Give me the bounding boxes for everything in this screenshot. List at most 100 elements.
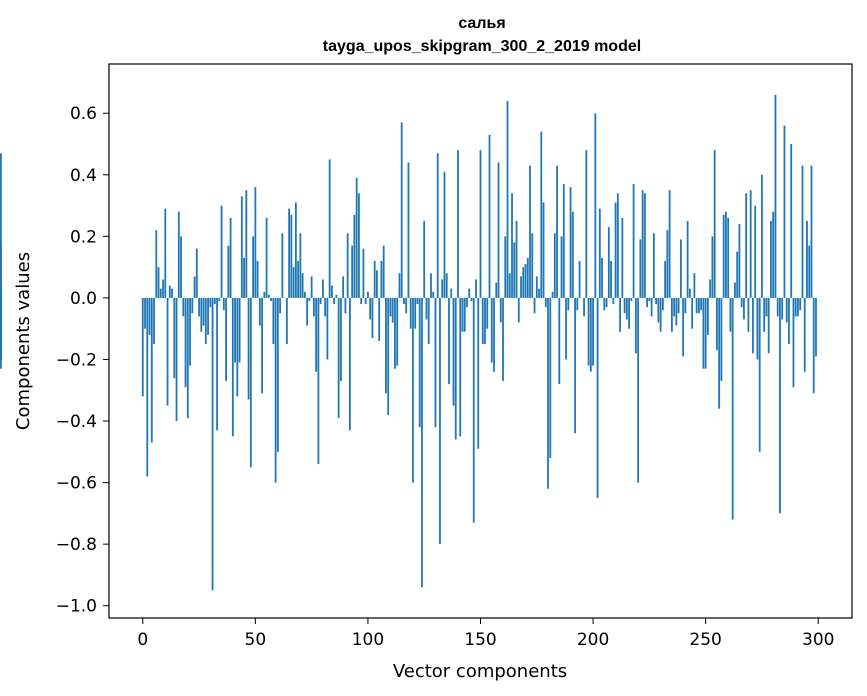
bar-181 — [549, 297, 552, 458]
bar-184 — [556, 165, 558, 298]
bar-276 — [763, 297, 766, 332]
bar-225 — [648, 297, 651, 301]
bar-239 — [679, 239, 682, 298]
bar-272 — [754, 205, 757, 298]
bar-132 — [439, 297, 441, 545]
bar-146 — [470, 297, 473, 301]
bar-180 — [547, 297, 549, 489]
bar-224 — [646, 297, 649, 308]
x-tick-label: 250 — [689, 630, 721, 650]
bar-242 — [686, 220, 689, 298]
bar-38 — [227, 245, 230, 298]
bar-186 — [560, 236, 563, 298]
bar-259 — [725, 211, 727, 298]
bar-120 — [412, 297, 414, 483]
bar-109 — [387, 297, 390, 415]
bar-274 — [758, 297, 761, 452]
bar-251 — [707, 297, 709, 335]
bar-208 — [610, 260, 612, 298]
bar-268 — [745, 193, 748, 298]
bar-154 — [488, 134, 491, 298]
bar-67 — [292, 267, 295, 298]
bar-189 — [567, 297, 570, 311]
bar-52 — [258, 297, 261, 326]
bar-98 — [362, 248, 365, 298]
bar-243 — [688, 288, 691, 298]
bar-39 — [229, 217, 232, 298]
bar-155 — [490, 297, 493, 363]
bar-160 — [502, 297, 504, 382]
bar-269 — [747, 297, 750, 332]
bar-102 — [371, 297, 374, 338]
bar-172 — [529, 165, 531, 298]
bar-275 — [761, 174, 763, 298]
bar-271 — [752, 297, 754, 354]
bar-37 — [225, 297, 227, 382]
bar-176 — [538, 288, 540, 298]
bar-197 — [585, 150, 588, 298]
bar-135 — [445, 273, 448, 298]
bar-232 — [664, 260, 667, 298]
bar-202 — [596, 297, 599, 498]
bar-194 — [578, 260, 581, 298]
bar-41 — [234, 297, 236, 363]
bar-138 — [452, 297, 455, 406]
bar-198 — [587, 297, 590, 366]
bar-117 — [405, 297, 408, 314]
bar-169 — [522, 267, 525, 298]
bar-201 — [594, 113, 597, 298]
bar-126 — [425, 297, 428, 320]
bar-191 — [571, 211, 574, 298]
bar-48 — [249, 297, 252, 468]
bar-157 — [495, 282, 498, 298]
y-tick-label: −0.2 — [56, 350, 97, 370]
bar-215 — [625, 297, 628, 320]
bar-71 — [301, 273, 304, 298]
x-tick-label: 50 — [245, 630, 267, 650]
bar-212 — [619, 297, 621, 332]
bar-62 — [281, 233, 284, 298]
bar-20 — [186, 297, 189, 418]
bar-84 — [331, 285, 333, 298]
bar-121 — [414, 297, 417, 329]
bar-144 — [466, 297, 468, 308]
bar-85 — [333, 297, 336, 305]
bar-187 — [562, 184, 565, 298]
bar-36 — [222, 297, 225, 311]
bar-54 — [263, 291, 266, 298]
bar-293 — [801, 165, 804, 298]
bar-210 — [614, 202, 617, 298]
bar-76 — [312, 297, 315, 317]
bar-260 — [727, 217, 730, 298]
bar-55 — [265, 217, 268, 298]
bar-40 — [231, 297, 234, 437]
y-tick-label: −0.6 — [56, 474, 97, 494]
bar-265 — [738, 224, 741, 298]
x-tick-label: 0 — [137, 630, 148, 650]
bar-series — [0, 94, 817, 591]
bar-133 — [441, 279, 444, 298]
bar-292 — [799, 297, 802, 311]
bar-106 — [380, 260, 383, 298]
chart-title: салья — [458, 15, 505, 32]
bar-131 — [436, 153, 439, 298]
bar-29 — [207, 297, 209, 335]
plot-frame — [108, 63, 853, 619]
bar-266 — [740, 297, 743, 308]
bar-240 — [682, 297, 685, 357]
bar-192 — [574, 297, 576, 434]
bar-16 — [177, 211, 180, 298]
bar-287 — [788, 297, 790, 345]
bar-28 — [204, 297, 207, 345]
bar-230 — [659, 297, 662, 332]
bar-122 — [416, 297, 419, 305]
bar-125 — [423, 220, 426, 298]
bar-206 — [605, 297, 608, 308]
bar-108 — [385, 297, 387, 394]
bar-69 — [297, 260, 300, 298]
x-tick-label: 100 — [352, 630, 384, 650]
bar-162 — [506, 100, 509, 298]
bar-51 — [256, 260, 259, 298]
bar-26 — [200, 297, 203, 332]
bar-205 — [603, 297, 606, 311]
